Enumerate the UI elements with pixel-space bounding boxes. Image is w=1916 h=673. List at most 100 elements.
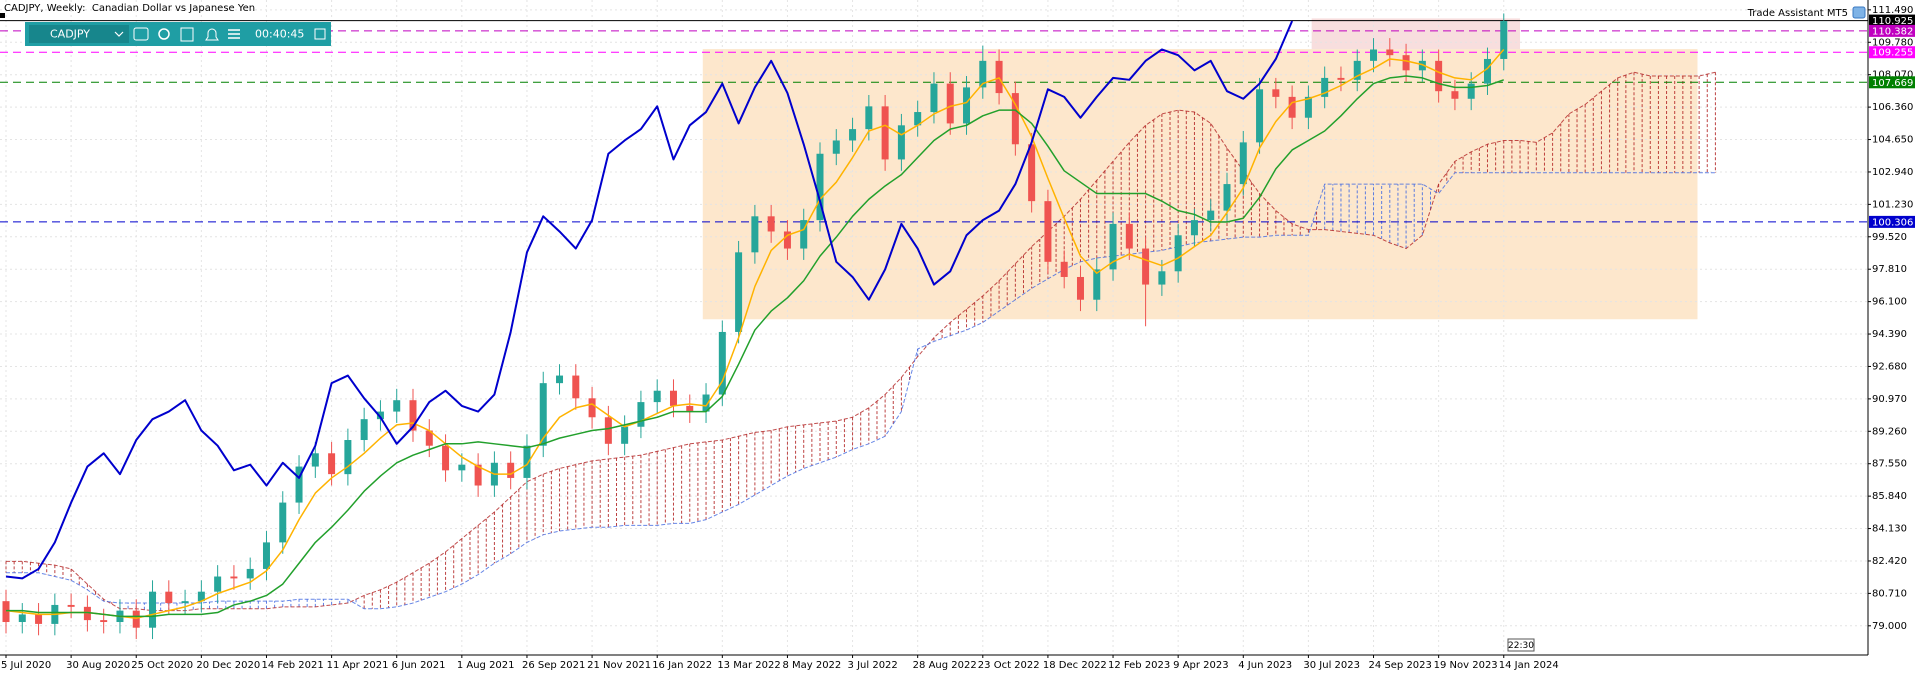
candle-body — [588, 398, 596, 418]
candle-body — [18, 614, 26, 623]
candle-body — [865, 106, 873, 130]
candle-body — [946, 83, 954, 124]
candle-body — [1174, 235, 1182, 272]
candle-body — [1467, 83, 1475, 99]
candle-body — [197, 591, 205, 602]
view-button[interactable] — [158, 28, 170, 40]
candle-body — [165, 591, 173, 604]
candle-body — [1337, 77, 1345, 80]
level-label: 110.925 — [1872, 16, 1913, 27]
candle-body — [1190, 220, 1198, 236]
candle-body — [262, 542, 270, 569]
symbol-selector[interactable] — [29, 25, 129, 43]
chart-title: CADJPY, Weekly: Canadian Dollar vs Japan… — [4, 3, 255, 14]
y-tick-label: 85.840 — [1872, 491, 1907, 502]
level-label: 107.669 — [1872, 78, 1913, 89]
level-label-box — [1869, 14, 1915, 27]
candle-body — [474, 464, 482, 486]
candle-body — [1076, 276, 1084, 300]
x-tick-label: 28 Aug 2022 — [913, 660, 977, 671]
y-tick-label: 111.490 — [1872, 5, 1913, 16]
candle-body — [621, 426, 629, 444]
y-tick-label: 94.390 — [1872, 329, 1907, 340]
candle-body — [1451, 91, 1459, 99]
level-label-box — [1869, 215, 1915, 228]
candle-body — [344, 440, 352, 475]
y-tick-label: 102.940 — [1872, 167, 1913, 178]
candle-body — [1288, 96, 1296, 118]
x-tick-label: 25 Oct 2020 — [131, 660, 193, 671]
level-label-box — [1869, 46, 1915, 59]
x-tick-label: 20 Dec 2020 — [196, 660, 260, 671]
axis-layer: 111.490 109.780 108.070 106.360 104.650 102.9… — [1, 5, 1915, 671]
candle-body — [979, 60, 987, 88]
candle-body — [1125, 223, 1133, 249]
candle-body — [735, 252, 743, 332]
dropdown-arrow[interactable] — [114, 31, 124, 37]
trade-assistant-label: Trade Assistant MT5 — [1747, 8, 1848, 19]
y-tick-label: 104.650 — [1872, 135, 1913, 146]
candle-body — [1044, 201, 1052, 262]
x-tick-label: 13 Mar 2022 — [717, 660, 780, 671]
candle-body — [767, 216, 775, 232]
timer-label: 00:40:45 — [255, 28, 304, 41]
y-tick-label: 89.260 — [1872, 426, 1907, 437]
candle-body — [1223, 184, 1231, 211]
x-tick-label: 30 Jul 2023 — [1303, 660, 1360, 671]
candle-body — [1304, 96, 1312, 118]
y-tick-label: 92.680 — [1872, 361, 1907, 372]
y-tick-label: 109.780 — [1872, 37, 1913, 48]
countdown-label: 22:30 — [1508, 641, 1534, 651]
candle-body — [751, 216, 759, 253]
candle-body — [1321, 77, 1329, 97]
candle-body — [1272, 89, 1280, 97]
candle-body — [1060, 261, 1068, 277]
x-tick-label: 18 Dec 2022 — [1043, 660, 1107, 671]
candle-body — [35, 614, 43, 624]
candle-body — [67, 604, 75, 607]
candle-body — [849, 129, 857, 141]
candle-body — [2, 601, 10, 623]
menu-button[interactable] — [228, 29, 240, 39]
collapse-button[interactable] — [314, 28, 326, 40]
candle-body — [295, 466, 303, 503]
candle-body — [800, 220, 808, 249]
y-tick-label: 87.550 — [1872, 459, 1907, 470]
zone-rectangle — [702, 49, 1698, 320]
trade-assistant-icon — [1852, 6, 1866, 19]
y-tick-label: 84.130 — [1872, 524, 1907, 535]
candle-body — [523, 445, 531, 478]
level-label-box — [1869, 24, 1915, 37]
candle-body — [360, 419, 368, 441]
y-tick-label: 99.520 — [1872, 232, 1907, 243]
candle-body — [230, 576, 238, 579]
x-tick-label: 12 Feb 2023 — [1108, 660, 1170, 671]
level-label: 110.382 — [1872, 26, 1913, 37]
calendar-button[interactable] — [180, 27, 194, 42]
x-tick-label: 21 Nov 2021 — [587, 660, 651, 671]
candle-body — [132, 610, 140, 628]
candle-body — [1483, 58, 1491, 84]
cloud-span-a — [6, 71, 1716, 612]
x-tick-label: 11 Apr 2021 — [327, 660, 389, 671]
candle-body — [783, 231, 791, 249]
y-tick-label: 106.360 — [1872, 102, 1913, 113]
x-tick-label: 4 Jun 2023 — [1238, 660, 1292, 671]
candle-body — [328, 453, 336, 475]
screenshot-button[interactable] — [133, 27, 149, 41]
candle-body — [1435, 60, 1443, 92]
candle-body — [409, 400, 417, 431]
y-tick-label: 97.810 — [1872, 264, 1907, 275]
candle-body — [214, 576, 222, 592]
candle-body — [1353, 60, 1361, 80]
candle-body — [669, 390, 677, 406]
alert-button[interactable] — [205, 28, 219, 41]
candle-body — [1402, 55, 1410, 71]
y-tick-label: 90.970 — [1872, 394, 1907, 405]
x-tick-label: 3 Jul 2022 — [848, 660, 898, 671]
candle-body — [442, 445, 450, 471]
x-tick-label: 23 Oct 2022 — [978, 660, 1040, 671]
time-axis-panel — [0, 655, 1916, 673]
candle-body — [1093, 269, 1101, 300]
